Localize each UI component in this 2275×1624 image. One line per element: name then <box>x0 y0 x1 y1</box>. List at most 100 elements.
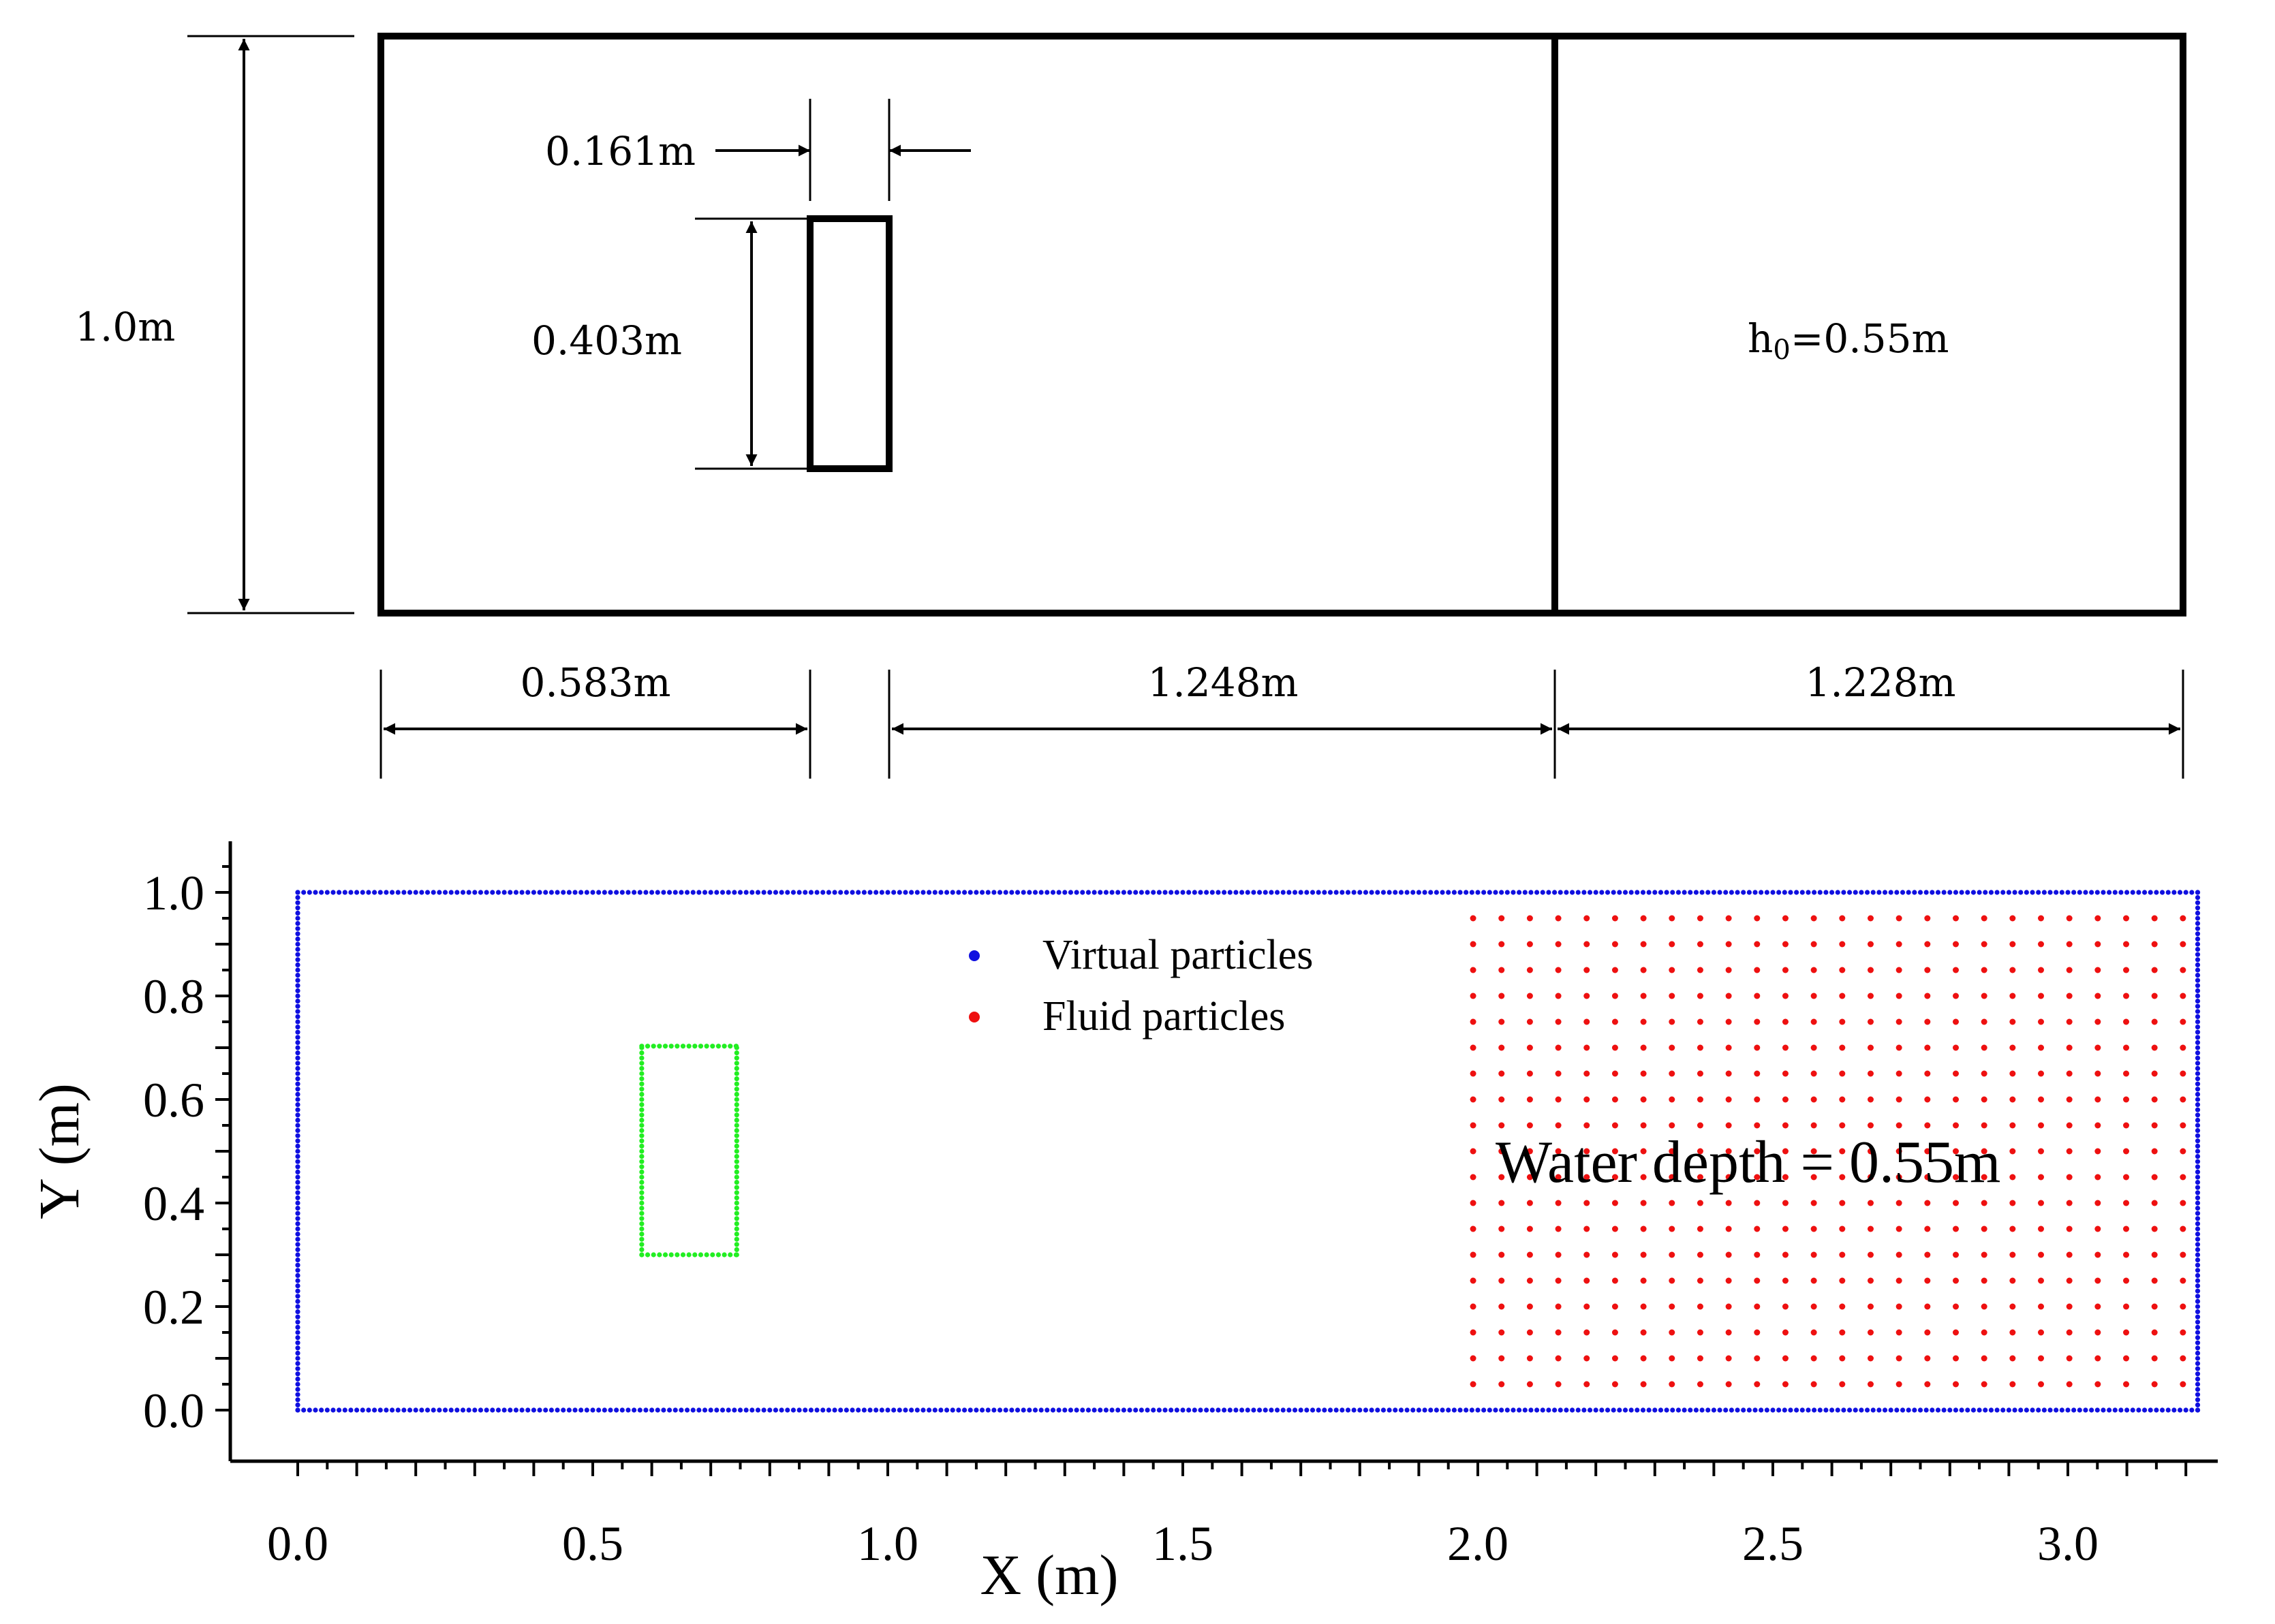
virtual-particle <box>1103 1407 1109 1413</box>
fluid-particle <box>1810 1277 1817 1284</box>
virtual-particle <box>1499 1407 1504 1413</box>
fluid-particle <box>1810 1096 1817 1103</box>
fluid-particle <box>1640 1303 1647 1310</box>
fluid-particle <box>1583 1329 1590 1336</box>
virtual-particle <box>1074 890 1079 895</box>
virtual-particle <box>625 1407 631 1413</box>
obstacle-particle <box>639 1252 645 1258</box>
virtual-particle <box>808 890 814 895</box>
virtual-particle <box>927 1407 932 1413</box>
virtual-particle <box>1799 890 1805 895</box>
virtual-particle <box>1174 1407 1179 1413</box>
obstacle-particle <box>639 1185 645 1190</box>
virtual-particle <box>295 1195 300 1200</box>
obstacle-particle <box>734 1180 739 1185</box>
virtual-particle <box>2195 1195 2201 1200</box>
virtual-particle <box>1286 890 1292 895</box>
virtual-particle <box>295 1309 300 1315</box>
virtual-particle <box>2195 1252 2201 1258</box>
virtual-particle <box>1363 1407 1369 1413</box>
fluid-particle <box>1470 1251 1476 1258</box>
fluid-particle <box>2009 1381 2016 1388</box>
fluid-particle <box>1725 1070 1732 1077</box>
fluid-particle <box>1924 1303 1931 1310</box>
fluid-particle <box>2066 1277 2073 1284</box>
virtual-particle <box>1145 1407 1150 1413</box>
virtual-particle <box>1746 1407 1752 1413</box>
virtual-particle <box>2189 890 2195 895</box>
virtual-particle <box>1688 1407 1693 1413</box>
virtual-particle <box>1186 1407 1192 1413</box>
x-tick-labels: 0.0 0.5 1.0 1.5 2.0 2.5 3.0 <box>267 1516 2099 1571</box>
virtual-particle <box>2012 1407 2017 1413</box>
virtual-particle <box>1546 890 1551 895</box>
virtual-particle <box>1410 1407 1416 1413</box>
virtual-particle <box>2195 941 2201 947</box>
fluid-particle <box>1697 1251 1703 1258</box>
fluid-particle <box>2009 941 2016 948</box>
dist-middle-label: 1.248m <box>1147 659 1298 706</box>
virtual-particle <box>2195 1133 2201 1138</box>
fluid-particle <box>1952 1355 1959 1362</box>
fluid-particle <box>1810 915 1817 922</box>
fluid-particle <box>1611 1018 1618 1025</box>
obstacle-particle <box>639 1091 645 1097</box>
virtual-particle <box>1050 890 1056 895</box>
virtual-particle <box>1504 890 1510 895</box>
virtual-particle <box>1292 890 1298 895</box>
virtual-particle <box>1092 890 1097 895</box>
fluid-particle <box>1725 941 1732 948</box>
obstacle-particle <box>698 1044 704 1049</box>
fluid-particle <box>2151 1018 2158 1025</box>
fluid-particle <box>1697 1329 1703 1336</box>
obstacle-particle <box>639 1128 645 1134</box>
fluid-particle <box>1725 1200 1732 1206</box>
fluid-particle <box>1498 1251 1505 1258</box>
virtual-particle <box>2195 1381 2201 1387</box>
obstacle-particle <box>734 1154 739 1159</box>
fluid-particle <box>1754 993 1761 999</box>
virtual-particle <box>1870 1407 1876 1413</box>
virtual-particle <box>1605 890 1611 895</box>
legend-marker-virtual <box>969 950 980 961</box>
virtual-particle <box>1735 1407 1740 1413</box>
virtual-particle <box>1711 1407 1716 1413</box>
virtual-particle <box>1263 890 1268 895</box>
fluid-particle <box>2066 1381 2073 1388</box>
virtual-particle <box>1198 1407 1203 1413</box>
fluid-particle <box>1555 1225 1562 1232</box>
virtual-particle <box>1846 890 1853 895</box>
virtual-particle <box>307 890 312 895</box>
virtual-particle <box>295 1294 300 1299</box>
fluid-particle <box>1470 1355 1476 1362</box>
fluid-particle <box>2094 1329 2101 1336</box>
virtual-particle <box>295 973 300 978</box>
fluid-particle <box>1697 941 1703 948</box>
virtual-particle <box>885 890 891 895</box>
fluid-particle <box>1782 993 1789 999</box>
fluid-particle <box>1498 1070 1505 1077</box>
fluid-particle <box>1895 915 1902 922</box>
fluid-particle <box>1895 1381 1902 1388</box>
fluid-particle <box>1952 1044 1959 1051</box>
obstacle-particle <box>662 1252 668 1258</box>
virtual-particle <box>460 890 466 895</box>
obstacle-particle <box>734 1236 739 1242</box>
fluid-particle <box>1526 915 1533 922</box>
fluid-particle <box>1725 993 1732 999</box>
fluid-particle <box>2151 1200 2158 1206</box>
virtual-particle <box>861 1407 867 1413</box>
virtual-particle <box>366 890 371 895</box>
fluid-particle <box>1555 993 1562 999</box>
fluid-particle <box>1555 1096 1562 1103</box>
virtual-particle <box>1923 1407 1929 1413</box>
virtual-particle <box>1522 890 1528 895</box>
fluid-particle <box>2066 1355 2073 1362</box>
virtual-particle <box>1357 890 1363 895</box>
virtual-particle <box>1729 890 1734 895</box>
virtual-particle <box>2195 957 2201 963</box>
virtual-particle <box>1617 1407 1622 1413</box>
virtual-particle <box>1894 1407 1900 1413</box>
water-depth-symbol: h <box>1748 315 1773 362</box>
virtual-particle <box>1759 890 1764 895</box>
